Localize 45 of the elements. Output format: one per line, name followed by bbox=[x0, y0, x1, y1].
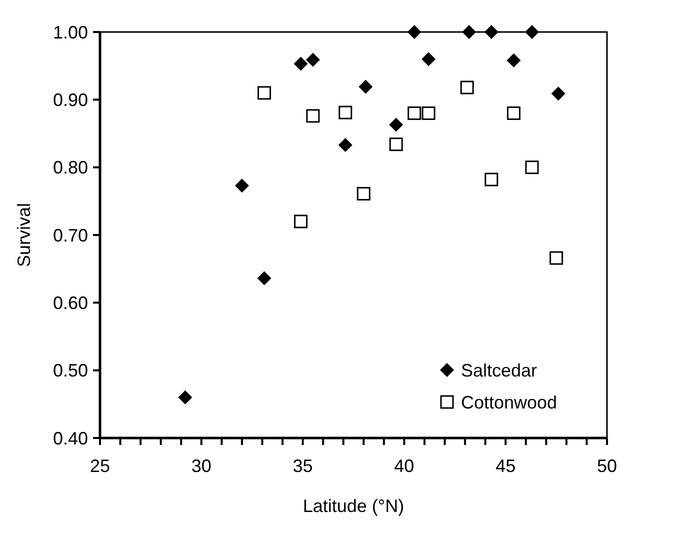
point bbox=[407, 25, 422, 39]
x-tick-label: 25 bbox=[90, 456, 110, 476]
point bbox=[460, 80, 474, 94]
point bbox=[462, 25, 476, 39]
point bbox=[484, 25, 498, 39]
x-axis-title: Latitude (°N) bbox=[302, 496, 404, 516]
point bbox=[294, 214, 308, 228]
point bbox=[524, 25, 539, 39]
point bbox=[422, 52, 436, 66]
x-tick-label: 30 bbox=[191, 456, 212, 476]
y-tick-label: 0.90 bbox=[52, 90, 88, 110]
x-tick-label: 50 bbox=[596, 456, 618, 476]
point bbox=[408, 106, 422, 120]
point bbox=[234, 178, 249, 193]
point bbox=[338, 106, 352, 120]
point bbox=[551, 86, 566, 101]
point bbox=[550, 251, 564, 265]
point bbox=[389, 118, 404, 132]
x-tick-label: 35 bbox=[292, 456, 313, 476]
point bbox=[338, 138, 352, 152]
point bbox=[422, 106, 436, 120]
y-tick-label: 0.80 bbox=[52, 158, 88, 178]
x-tick-label: 45 bbox=[496, 456, 516, 476]
point bbox=[258, 86, 272, 100]
y-tick-label: 0.70 bbox=[52, 225, 88, 246]
point bbox=[506, 106, 520, 120]
point bbox=[306, 109, 320, 123]
point bbox=[525, 160, 539, 174]
y-axis-title: Survival bbox=[14, 202, 34, 268]
point bbox=[178, 390, 192, 404]
y-tick-label: 0.50 bbox=[52, 360, 88, 381]
x-tick-label: 40 bbox=[394, 456, 414, 476]
y-tick-label: 0.40 bbox=[52, 428, 88, 448]
legend-label: Saltcedar bbox=[461, 360, 538, 380]
point bbox=[356, 186, 370, 200]
point bbox=[389, 138, 403, 152]
point bbox=[484, 172, 498, 186]
point bbox=[306, 52, 320, 67]
y-tick-label: 0.60 bbox=[52, 292, 88, 313]
point bbox=[257, 271, 272, 286]
y-tick-label: 1.00 bbox=[52, 22, 88, 42]
point bbox=[294, 56, 308, 71]
point bbox=[358, 80, 373, 94]
point bbox=[506, 53, 521, 68]
legend-label: Cottonwood bbox=[461, 392, 558, 412]
